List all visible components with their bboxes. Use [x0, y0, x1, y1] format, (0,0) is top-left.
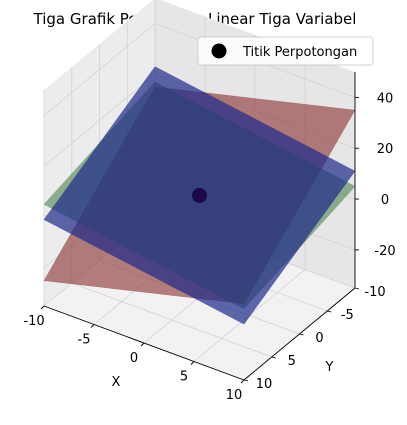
z-tick-label: 0	[381, 193, 389, 208]
y-tick	[327, 310, 332, 313]
legend-frame	[197, 36, 374, 66]
grid-line-z	[43, 22, 356, 116]
axes: -10 -5 0 5 10 -10 -5 0 5 10 -20 0 20 40 X Y	[23, 72, 396, 403]
x-tick-label: 10	[226, 388, 243, 403]
x-tick	[190, 361, 195, 365]
surfaces	[43, 66, 356, 325]
y-tick-label: -5	[341, 308, 354, 323]
y-tick	[299, 333, 304, 336]
legend-label: Titik Perpotongan	[242, 45, 357, 60]
z-tick-label: 40	[377, 91, 394, 106]
x-tick-label: 0	[130, 351, 138, 366]
x-tick	[140, 342, 145, 347]
legend-marker-icon	[211, 43, 227, 59]
y-tick	[271, 356, 276, 359]
y-tick	[354, 287, 360, 290]
x-tick-label: -10	[23, 314, 44, 329]
x-tick	[40, 305, 45, 310]
y-tick-label: 5	[288, 354, 296, 369]
x-tick	[240, 379, 245, 384]
y-tick	[243, 379, 249, 382]
intersection-point	[192, 187, 207, 203]
y-tick-label: -10	[364, 285, 385, 300]
y-axis-label: Y	[325, 360, 334, 375]
x-axis-label: X	[112, 375, 121, 390]
legend: Titik Perpotongan	[197, 36, 374, 66]
z-tick-label: -20	[374, 244, 395, 259]
z-tick-label: 20	[377, 142, 394, 157]
x-tick-label: 5	[180, 370, 188, 385]
y-tick-label: 0	[315, 331, 323, 346]
x-tick-label: -5	[78, 333, 91, 348]
x-tick	[90, 324, 95, 328]
y-tick-label: 10	[256, 377, 273, 392]
